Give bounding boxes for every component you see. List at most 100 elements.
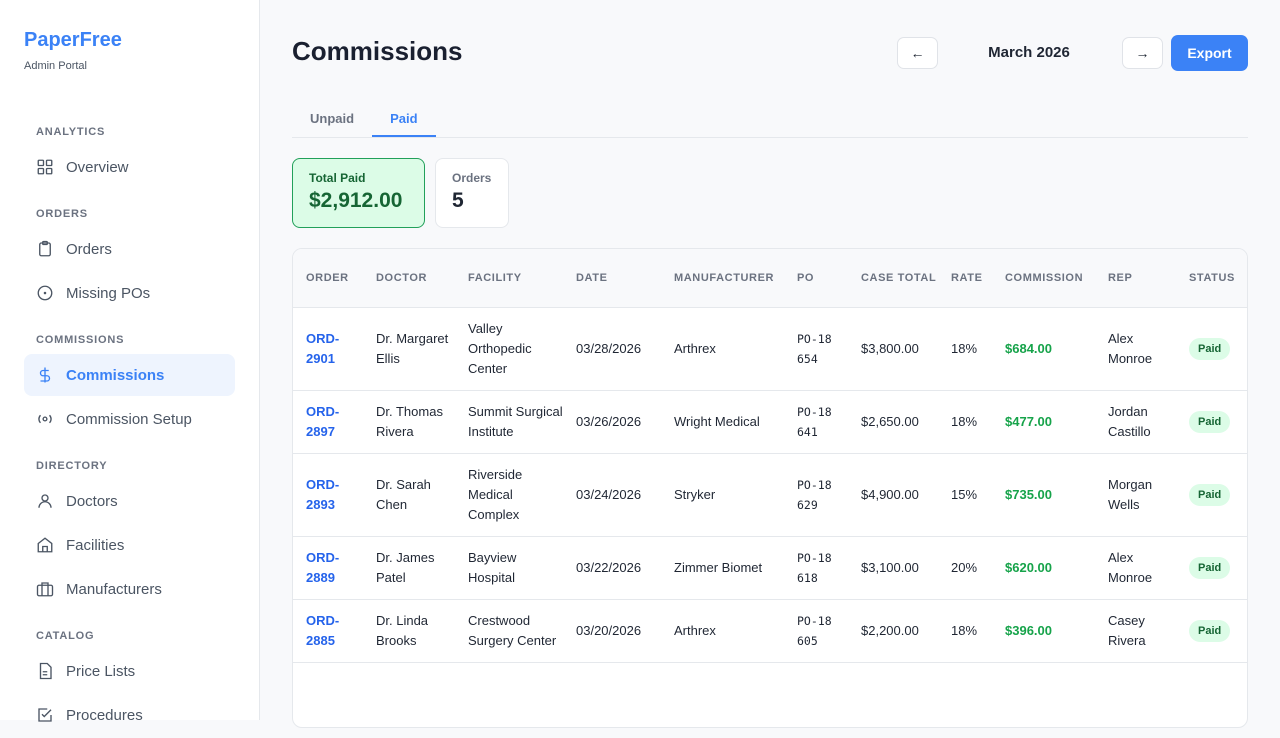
sidebar-item-label: Manufacturers — [66, 580, 162, 598]
dollar-icon — [39, 367, 51, 383]
orders-count-value: 5 — [452, 189, 464, 212]
doctor-cell: Dr. Margaret Ellis — [363, 307, 455, 391]
check-square-icon — [38, 708, 52, 722]
total-paid-card: Total Paid $2,912.00 — [292, 158, 425, 228]
sidebar-nav: ANALYTICS Overview ORDERS Orders Missing POs… — [24, 118, 235, 738]
column-header-manufacturer: MANUFACTURER — [661, 249, 784, 308]
briefcase-icon — [36, 582, 54, 597]
order-link-cell[interactable]: ORD-2889 — [293, 536, 363, 600]
doctor-cell: Dr. James Patel — [363, 536, 455, 600]
rep-cell: Casey Rivera — [1095, 599, 1176, 663]
order-link-cell[interactable]: ORD-2893 — [293, 453, 363, 537]
status-badge: Paid — [1189, 410, 1231, 433]
table-row: ORD-2901 Dr. Margaret Ellis Valley Orthope… — [293, 307, 1247, 391]
column-header-case-total: CASE TOTAL — [848, 249, 938, 308]
commissions-table: ORDER DOCTOR FACILITY DATE MANUFACTURER PO CAS… — [292, 248, 1248, 728]
commission-cell: $396.00 — [992, 599, 1095, 663]
commission-cell: $477.00 — [992, 390, 1095, 454]
status-cell: Paid — [1176, 390, 1247, 454]
sidebar-item-doctors[interactable]: Doctors — [24, 480, 235, 522]
order-link-cell[interactable]: ORD-2901 — [293, 307, 363, 391]
orders-count-card: Orders 5 — [435, 158, 509, 228]
sidebar-item-price-lists[interactable]: Price Lists — [24, 650, 235, 692]
clipboard-icon — [39, 240, 51, 257]
facility-cell: Summit Surgical Institute — [455, 390, 563, 454]
date-cell: 03/24/2026 — [563, 453, 661, 537]
manufacturer-cell: Wright Medical — [661, 390, 784, 454]
manufacturer-cell: Stryker — [661, 453, 784, 537]
po-number-cell: PO-18605 — [784, 599, 848, 663]
doctor-cell: Dr. Sarah Chen — [363, 453, 455, 537]
commission-cell: $735.00 — [992, 453, 1095, 537]
status-badge: Paid — [1189, 483, 1231, 506]
tabs: Unpaid Paid — [292, 100, 1248, 138]
table-row: ORD-2885 Dr. Linda Brooks Crestwood Surger… — [293, 599, 1247, 663]
table-row: ORD-2889 Dr. James Patel Bayview Hospital 0… — [293, 536, 1247, 600]
radio-icon — [38, 414, 52, 424]
table-row: ORD-2897 Dr. Thomas Rivera Summit Surgical… — [293, 390, 1247, 454]
sidebar-section-heading: DIRECTORY — [36, 460, 108, 472]
file-icon — [39, 662, 52, 680]
sidebar: PaperFree Admin Portal ANALYTICS Overview… — [0, 0, 260, 724]
sidebar-item-commission-setup[interactable]: Commission Setup — [24, 398, 235, 440]
tab-paid[interactable]: Paid — [372, 100, 436, 137]
sidebar-item-label: Facilities — [66, 536, 125, 554]
sidebar-item-manufacturers[interactable]: Manufacturers — [24, 568, 235, 610]
sidebar-item-facilities[interactable]: Facilities — [24, 524, 235, 566]
grid-icon — [37, 159, 53, 175]
manufacturer-cell: Arthrex — [661, 307, 784, 391]
doctor-cell: Dr. Linda Brooks — [363, 599, 455, 663]
alert-circle-icon — [37, 285, 53, 301]
facility-cell: Bayview Hospital — [455, 536, 563, 600]
column-header-rate: RATE — [938, 249, 992, 308]
rate-cell: 18% — [938, 599, 992, 663]
sidebar-item-orders[interactable]: Orders — [24, 228, 235, 270]
order-link-cell[interactable]: ORD-2885 — [293, 599, 363, 663]
sidebar-item-label: Price Lists — [66, 662, 136, 680]
sidebar-section-heading: ORDERS — [36, 208, 88, 220]
page-title: Commissions — [292, 36, 463, 66]
sidebar-item-label: Commission Setup — [66, 410, 192, 428]
po-number-cell: PO-18618 — [784, 536, 848, 600]
order-link-cell[interactable]: ORD-2897 — [293, 390, 363, 454]
date-cell: 03/28/2026 — [563, 307, 661, 391]
rep-cell: Alex Monroe — [1095, 536, 1176, 600]
sidebar-item-label: Procedures — [66, 706, 143, 724]
brand-subtitle: Admin Portal — [24, 60, 87, 72]
sidebar-item-missing-pos[interactable]: Missing POs — [24, 272, 235, 314]
export-button[interactable]: Export — [1171, 35, 1248, 71]
manufacturer-cell: Zimmer Biomet — [661, 536, 784, 600]
date-cell: 03/20/2026 — [563, 599, 661, 663]
prev-month-button[interactable]: ← — [897, 37, 938, 69]
rep-cell: Alex Monroe — [1095, 307, 1176, 391]
total-paid-label: Total Paid — [309, 171, 366, 185]
status-cell: Paid — [1176, 307, 1247, 391]
orders-count-label: Orders — [452, 171, 492, 185]
sidebar-item-commissions[interactable]: Commissions — [24, 354, 235, 396]
sidebar-item-procedures[interactable]: Procedures — [24, 694, 235, 736]
table-row: ORD-2893 Dr. Sarah Chen Riverside Medical … — [293, 453, 1247, 537]
column-header-doctor: DOCTOR — [363, 249, 455, 308]
tab-unpaid[interactable]: Unpaid — [310, 111, 355, 126]
sidebar-section-heading: CATALOG — [36, 630, 95, 642]
rate-cell: 20% — [938, 536, 992, 600]
column-header-facility: FACILITY — [455, 249, 563, 308]
sidebar-item-overview[interactable]: Overview — [24, 146, 235, 188]
status-cell: Paid — [1176, 453, 1247, 537]
sidebar-item-label: Overview — [66, 158, 129, 176]
status-badge: Paid — [1189, 619, 1231, 642]
sidebar-item-label: Commissions — [66, 366, 165, 384]
sidebar-section-heading: ANALYTICS — [36, 126, 106, 138]
current-month: March 2026 — [988, 44, 1070, 61]
next-month-button[interactable]: → — [1122, 37, 1163, 69]
status-cell: Paid — [1176, 599, 1247, 663]
facility-cell: Valley Orthopedic Center — [455, 307, 563, 391]
status-cell: Paid — [1176, 536, 1247, 600]
home-icon — [37, 537, 53, 553]
column-header-rep: REP — [1095, 249, 1176, 308]
column-header-po-number: PO — [784, 249, 848, 308]
sidebar-item-label: Doctors — [66, 492, 118, 510]
facility-cell: Riverside Medical Complex — [455, 453, 563, 537]
column-header-date: DATE — [563, 249, 661, 308]
date-cell: 03/22/2026 — [563, 536, 661, 600]
